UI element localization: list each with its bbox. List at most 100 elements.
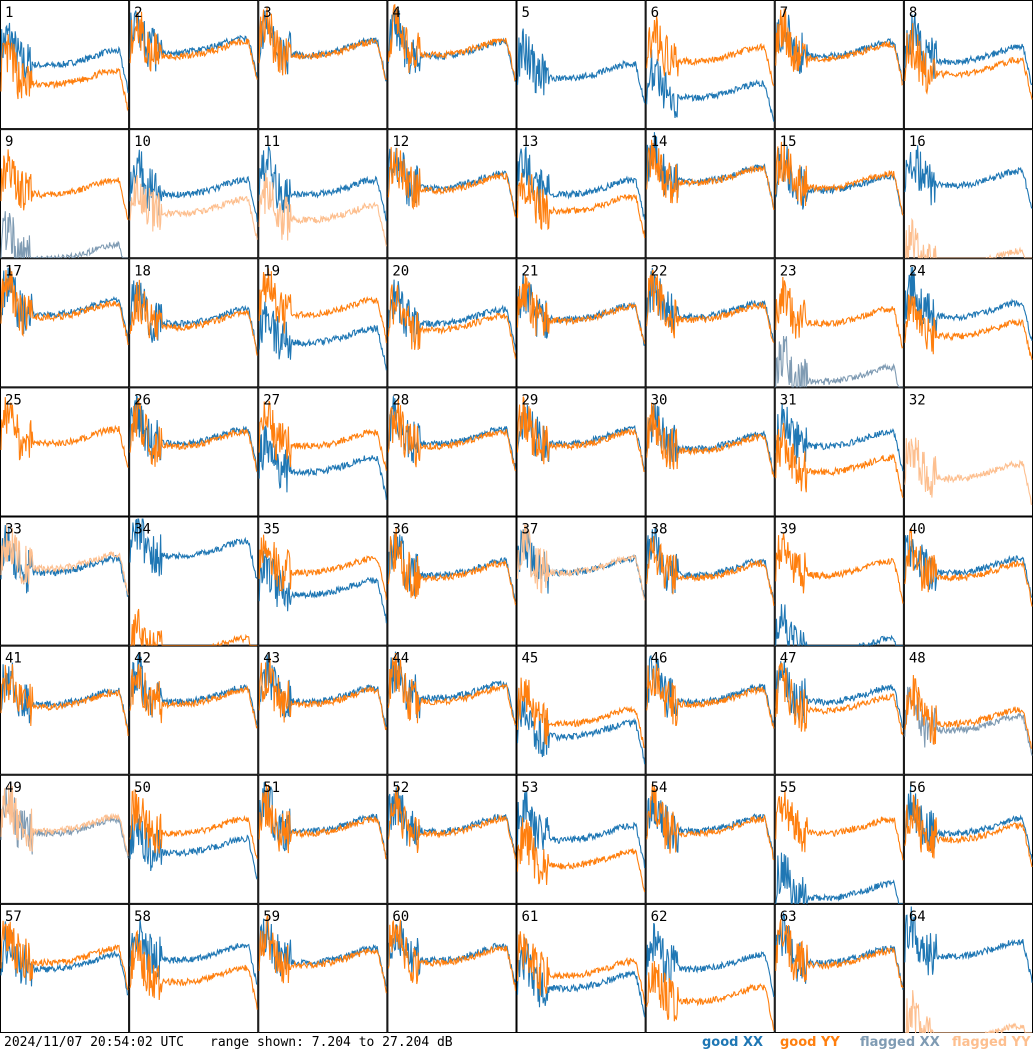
panel-21: 21 xyxy=(516,258,646,388)
panel-12: 12 xyxy=(387,129,517,259)
panel-label: 1 xyxy=(5,5,13,21)
panel-label: 13 xyxy=(522,134,539,150)
panel-5: 5 xyxy=(516,0,646,130)
panel-57: 57 xyxy=(0,903,130,1033)
series-xx-good xyxy=(516,791,646,869)
series-yy-good xyxy=(904,23,1033,100)
series-xx-good xyxy=(775,604,903,648)
panel-label: 47 xyxy=(780,651,797,667)
series-yy-good xyxy=(387,527,517,606)
series-xx-good xyxy=(129,806,258,880)
series-yy-good xyxy=(775,422,904,498)
panel-30: 30 xyxy=(645,387,775,517)
panel-frame xyxy=(0,0,130,130)
panel-label: 48 xyxy=(909,651,926,667)
panel-19: 19 xyxy=(258,258,388,388)
series-yy-good xyxy=(0,664,129,736)
series-yy-good xyxy=(775,8,904,86)
panel-label: 56 xyxy=(909,780,926,796)
series-yy-good xyxy=(0,34,129,112)
panel-label: 59 xyxy=(263,909,280,925)
panel-34: 34 xyxy=(129,516,259,647)
panel-label: 2 xyxy=(134,5,142,21)
panel-label: 44 xyxy=(392,651,409,667)
panel-28: 28 xyxy=(387,387,517,517)
panel-frame xyxy=(516,516,646,646)
panel-52: 52 xyxy=(387,774,517,904)
panel-frame xyxy=(0,645,130,775)
panel-13: 13 xyxy=(516,129,646,259)
series-yy-good xyxy=(516,172,646,238)
panel-label: 62 xyxy=(651,909,668,925)
panel-54: 54 xyxy=(645,774,775,904)
series-yy-good xyxy=(516,677,645,748)
series-xx-good xyxy=(646,49,775,122)
series-yy-good xyxy=(0,149,129,221)
panel-label: 51 xyxy=(263,780,280,796)
series-xx-good xyxy=(129,280,258,352)
series-xx-good xyxy=(258,301,387,371)
series-xx-good xyxy=(775,852,903,906)
panel-label: 16 xyxy=(909,134,926,150)
panel-label: 42 xyxy=(134,651,151,667)
series-xx-flagged xyxy=(0,211,129,261)
series-yy-good xyxy=(129,789,258,859)
panel-label: 39 xyxy=(780,522,797,538)
panel-label: 18 xyxy=(134,263,151,279)
panel-label: 9 xyxy=(5,134,13,150)
panel-frame xyxy=(258,258,388,388)
panel-label: 35 xyxy=(263,522,280,538)
panel-frame xyxy=(129,0,259,130)
series-yy-good xyxy=(775,662,904,736)
panel-label: 45 xyxy=(522,651,539,667)
panel-37: 37 xyxy=(516,516,646,646)
panel-48: 48 xyxy=(903,645,1033,775)
panel-label: 36 xyxy=(392,522,409,538)
series-yy-good xyxy=(387,786,517,860)
timestamp: 2024/11/07 20:54:02 UTC xyxy=(4,1035,185,1050)
panel-40: 40 xyxy=(903,516,1033,646)
panel-frame xyxy=(516,258,646,388)
series-xx-flagged xyxy=(775,336,903,388)
series-xx-good xyxy=(904,145,1033,209)
series-yy-flagged xyxy=(516,524,646,601)
series-yy-good xyxy=(258,400,387,471)
series-xx-good xyxy=(0,264,129,344)
panel-4: 4 xyxy=(387,0,517,130)
panel-58: 58 xyxy=(129,903,259,1033)
series-yy-flagged xyxy=(904,437,1033,506)
panel-label: 21 xyxy=(522,263,539,279)
panel-label: 30 xyxy=(651,392,668,408)
series-yy-good xyxy=(258,6,387,81)
panel-frame xyxy=(645,129,775,259)
series-yy-good xyxy=(516,274,646,344)
series-xx-flagged xyxy=(904,686,1033,756)
panel-3: 3 xyxy=(258,0,388,130)
panel-frame xyxy=(387,645,517,775)
panel-50: 50 xyxy=(129,774,259,904)
panel-label: 49 xyxy=(5,780,22,796)
panel-frame xyxy=(774,645,904,775)
series-xx-good xyxy=(516,273,645,347)
panel-frame xyxy=(516,129,646,259)
series-xx-good xyxy=(904,13,1033,86)
panel-frame xyxy=(387,0,517,130)
series-yy-good xyxy=(129,398,258,472)
panel-41: 41 xyxy=(0,645,130,775)
panel-frame xyxy=(645,903,775,1033)
panel-label: 64 xyxy=(909,909,926,925)
series-xx-good xyxy=(775,404,904,472)
panel-label: 7 xyxy=(780,5,788,21)
series-yy-flagged xyxy=(258,172,387,247)
panel-51: 51 xyxy=(258,774,388,904)
panel-frame xyxy=(387,258,517,388)
panel-label: 60 xyxy=(392,909,409,925)
series-xx-good xyxy=(129,518,258,579)
panel-frame xyxy=(516,645,646,775)
panel-frame xyxy=(645,387,775,517)
series-yy-flagged xyxy=(904,217,1032,261)
series-xx-good xyxy=(646,267,775,343)
series-yy-good xyxy=(129,664,258,729)
panel-label: 19 xyxy=(263,263,280,279)
